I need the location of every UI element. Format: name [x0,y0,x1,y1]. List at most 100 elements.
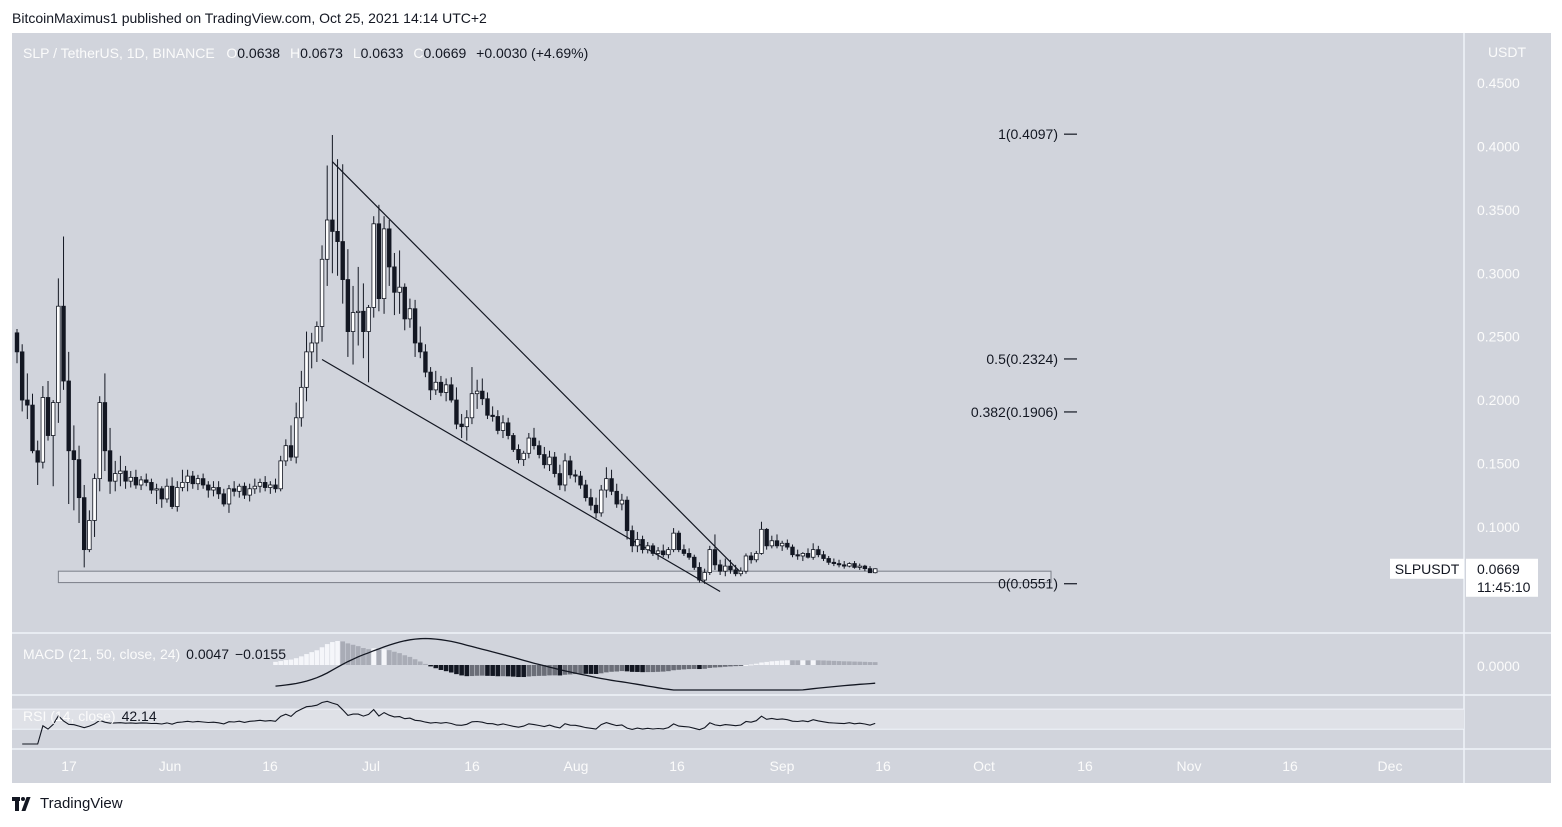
publisher-line: BitcoinMaximus1 published on TradingView… [12,10,487,26]
candle [552,452,557,478]
macd-histogram-bar [759,662,764,665]
low-label: L [352,45,361,61]
candle [190,471,195,489]
candle [299,370,304,427]
candle [82,484,87,568]
candle-body [842,564,847,567]
footer-brand-text: TradingView [40,795,123,812]
candle [438,375,444,397]
candle [785,539,790,550]
candle-body [412,308,418,344]
macd-histogram-bar [407,656,413,665]
symbol-legend[interactable]: SLP / TetherUS, 1D, BINANCE O0.0638 H0.0… [23,45,594,61]
candle-body [764,528,769,547]
candle [107,427,113,494]
candle-body [113,473,118,482]
candle-body [588,497,594,506]
macd-histogram-bar [717,665,723,668]
footer-brand[interactable]: TradingView [12,795,123,812]
candle-body [257,482,263,487]
candle [645,542,650,554]
candle-body [640,539,645,551]
macd-histogram-bar [712,665,718,668]
candle [821,550,826,562]
candle [35,440,40,485]
candle-body [474,390,480,395]
candle [800,552,806,562]
candle-body [826,558,831,563]
candle [614,483,619,508]
rsi-legend[interactable]: RSI (14, close) 42.14 [23,708,157,724]
candle-body [712,549,718,566]
macd-histogram-bar [433,665,439,669]
candle [247,483,252,502]
open-label: O [226,45,238,61]
candle-body [536,445,542,455]
candle-body [578,475,583,486]
macd-histogram-bar [764,661,769,665]
candle [562,453,568,492]
candle-body [149,482,154,491]
candle-body [61,305,66,382]
candle-body [480,390,485,400]
macd-histogram-bar [562,665,568,675]
candle [847,562,852,568]
candle-body [552,456,557,474]
price-tick-label: 0.4000 [1477,138,1520,154]
candle [624,496,630,540]
candle-body [599,489,604,514]
macd-histogram-bar [774,660,780,665]
rsi-label: RSI (14, close) [23,708,116,724]
macd-histogram-bar [743,664,749,666]
macd-histogram-bar [443,665,449,672]
rsi-line [22,700,876,745]
candle [449,377,454,403]
candle [123,465,128,489]
candle [511,432,516,453]
candle-body [723,565,728,572]
macd-legend[interactable]: MACD (21, 50, close, 24) 0.0047 −0.0155 [23,646,286,662]
candle-body [14,332,20,353]
macd-value: 0.0047 [186,646,229,662]
price-tick-label: 0.2000 [1477,392,1520,408]
candle-body [345,279,351,332]
candle-body [371,223,376,308]
candle-body [686,553,692,558]
macd-histogram-bar [490,665,495,676]
candle [180,469,185,492]
fib-level-label: 1(0.4097) [998,126,1058,142]
macd-axis-label: 0.0000 [1477,658,1520,674]
symbol-name: SLP / TetherUS, 1D, BINANCE [23,45,215,61]
price-tag-bg [1466,558,1538,597]
candle-body [759,528,764,554]
candle [319,245,325,342]
candle-body [495,416,501,431]
candle [371,216,376,318]
macd-histogram-bar [485,665,490,676]
candle-body [299,386,304,419]
macd-histogram-bar [299,656,304,665]
candle-body [707,549,712,573]
macd-histogram-bar [650,665,656,673]
candle [118,455,123,487]
candle [175,481,180,512]
macd-histogram-bar [428,665,433,667]
candle [712,534,718,570]
candle [330,135,335,274]
candle [102,373,108,472]
candle-body [407,308,413,320]
candle-body [102,402,108,452]
candle [516,444,521,464]
candle-body [324,219,330,260]
candle-body [438,381,444,393]
candle [640,535,645,554]
price-tick-label: 0.3500 [1477,202,1520,218]
candle [381,216,387,314]
macd-histogram-bar [872,662,878,665]
candle [335,159,340,276]
candle-body [810,549,816,558]
high-value: 0.0673 [300,45,343,61]
macd-histogram-bar [516,665,521,678]
candle [376,204,382,312]
